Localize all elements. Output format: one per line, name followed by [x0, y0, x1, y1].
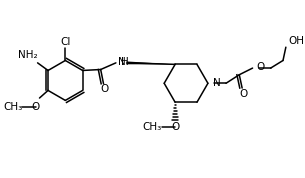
Text: O: O — [257, 62, 265, 72]
Text: N: N — [118, 57, 126, 67]
Text: NH₂: NH₂ — [18, 50, 38, 60]
Text: CH₃: CH₃ — [143, 122, 162, 132]
Text: Cl: Cl — [60, 37, 70, 47]
Text: O: O — [239, 89, 247, 99]
Polygon shape — [126, 61, 175, 64]
Text: CH₃: CH₃ — [3, 102, 23, 112]
Text: H: H — [121, 57, 128, 67]
Text: O: O — [100, 85, 109, 95]
Text: O: O — [31, 102, 40, 112]
Text: OH: OH — [289, 36, 305, 46]
Text: N: N — [213, 78, 221, 88]
Text: O: O — [171, 122, 179, 132]
